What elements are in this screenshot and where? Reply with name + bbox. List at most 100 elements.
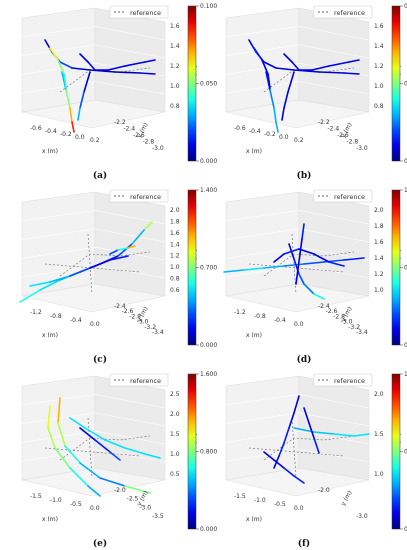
trajectory-segment [69,267,91,277]
z-tick-label: 0.8 [374,103,384,110]
grid-line [225,81,300,94]
trajectory-segment [69,467,89,487]
x-tick-label: -1.0 [254,497,266,504]
y-tick-label: -2.4 [114,303,126,310]
trajectory-segment [328,61,350,67]
trajectory-segment [261,59,269,75]
x-tick-label: -1.5 [234,493,246,500]
z-tick-label: 1.4 [374,255,384,262]
y-tick-label: -2.6 [326,308,338,315]
x-tick-label: -0.6 [234,125,246,132]
trajectory-segment [313,253,330,263]
z-tick-label: 1.0 [374,287,384,294]
z-tick-label: 1.6 [374,239,384,246]
y-tick-label: -2.4 [328,126,340,133]
trajectory-segment [243,267,265,271]
z-tick-label: 2.0 [170,207,180,214]
trajectory-segment [283,91,289,109]
grid-line [225,228,300,240]
y-tick-label: -2.2 [114,119,126,126]
x-axis-label: x (m) [42,148,58,155]
trajectory-segment [109,451,121,461]
grid-line [21,44,96,56]
colorbar-tick-label: 0.800 [404,449,407,456]
colorbar-tick-label: 0.000 [404,158,407,165]
y-tick-label: -3.0 [137,319,149,326]
grid-line [94,394,166,409]
trajectory-segment [87,485,101,497]
colorbar-tick-label: 0.100 [200,3,217,10]
trajectory-segment [313,293,325,300]
trajectory-segment [223,269,245,273]
x-tick-label: -0.5 [70,501,82,508]
pane-right [298,191,370,297]
trajectory-segment [87,61,96,71]
panel-caption: (f) [298,538,310,549]
y-tick-label: -2.6 [337,132,349,139]
trajectory-segment [94,439,111,453]
y-tick-label: -3.0 [139,504,151,511]
colorbar-bar [187,5,197,162]
trajectory-segment [109,255,129,261]
trajectory-segment [275,121,279,133]
trajectory-segment [139,72,156,75]
y-tick-label: -3.2 [348,324,360,331]
legend: reference [313,5,373,19]
trajectory-segment [117,247,129,251]
grid-line [298,44,370,59]
trajectory-segment [303,261,325,265]
trajectory-segment [19,289,41,303]
legend: reference [109,189,169,203]
x-tick-label: -1.5 [30,493,42,500]
pane-floor [21,467,166,497]
colorbar-tick-label: 0.100 [404,3,407,10]
trajectory-segment [83,71,91,93]
trajectory-segment [79,53,89,63]
panel-caption: (a) [93,170,107,181]
z-tick-label: 2.0 [170,411,180,418]
y-tick-label: -2.0 [114,487,126,494]
trajectory-segment [39,279,61,291]
grid-line [225,44,300,56]
colorbar-tick-label: 1.600 [404,371,407,378]
colorbar-tick-label: 1.600 [200,371,217,378]
legend-box [313,189,373,203]
y-axis-label: y (m) [340,490,354,507]
x-tick-label: 0.0 [75,134,85,141]
x-tick-label: 0.0 [90,505,100,512]
grid-line [298,210,370,225]
reference-line [263,435,355,461]
y-tick-label: -2.4 [318,303,330,310]
trajectory-segment [69,417,86,429]
trajectory-segment [299,238,303,255]
colorbar-tick-label: 0.000 [200,526,217,533]
y-tick-label: -3.4 [356,329,368,336]
trajectory-segment [124,447,146,455]
x-tick-label: -1.2 [30,309,42,316]
x-axis-label: x (m) [42,332,58,339]
x-tick-label: -0.4 [249,128,261,135]
trajectory-segment [283,263,305,267]
y-tick-label: -3.0 [152,145,164,152]
trajectory-segment [293,475,305,484]
colorbar-tick-label: 0.000 [200,158,217,165]
trajectory-segment [89,69,116,73]
z-tick-label: 1.0 [170,451,180,458]
trajectory-segment [57,59,65,75]
colorbar-tick-label: 0.000 [404,526,407,533]
trajectory-segment [49,275,71,283]
trajectory-segment [263,61,277,69]
legend: reference [313,373,373,387]
z-tick-label: 1.0 [374,83,384,90]
colorbar-tick-label: 1.400 [404,187,407,194]
trajectory-segment [343,72,360,75]
z-tick-label: 1.2 [374,271,384,278]
trajectory-segment [278,442,285,457]
trajectory-segment [47,427,56,449]
x-axis-label: x (m) [246,516,262,523]
legend: reference [109,5,169,19]
